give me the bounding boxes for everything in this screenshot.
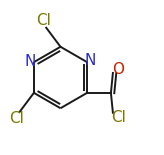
Text: Cl: Cl <box>112 110 126 125</box>
Text: N: N <box>85 53 96 68</box>
Text: N: N <box>24 54 36 69</box>
Text: O: O <box>112 62 124 77</box>
Text: Cl: Cl <box>9 111 24 126</box>
Text: Cl: Cl <box>36 13 51 28</box>
